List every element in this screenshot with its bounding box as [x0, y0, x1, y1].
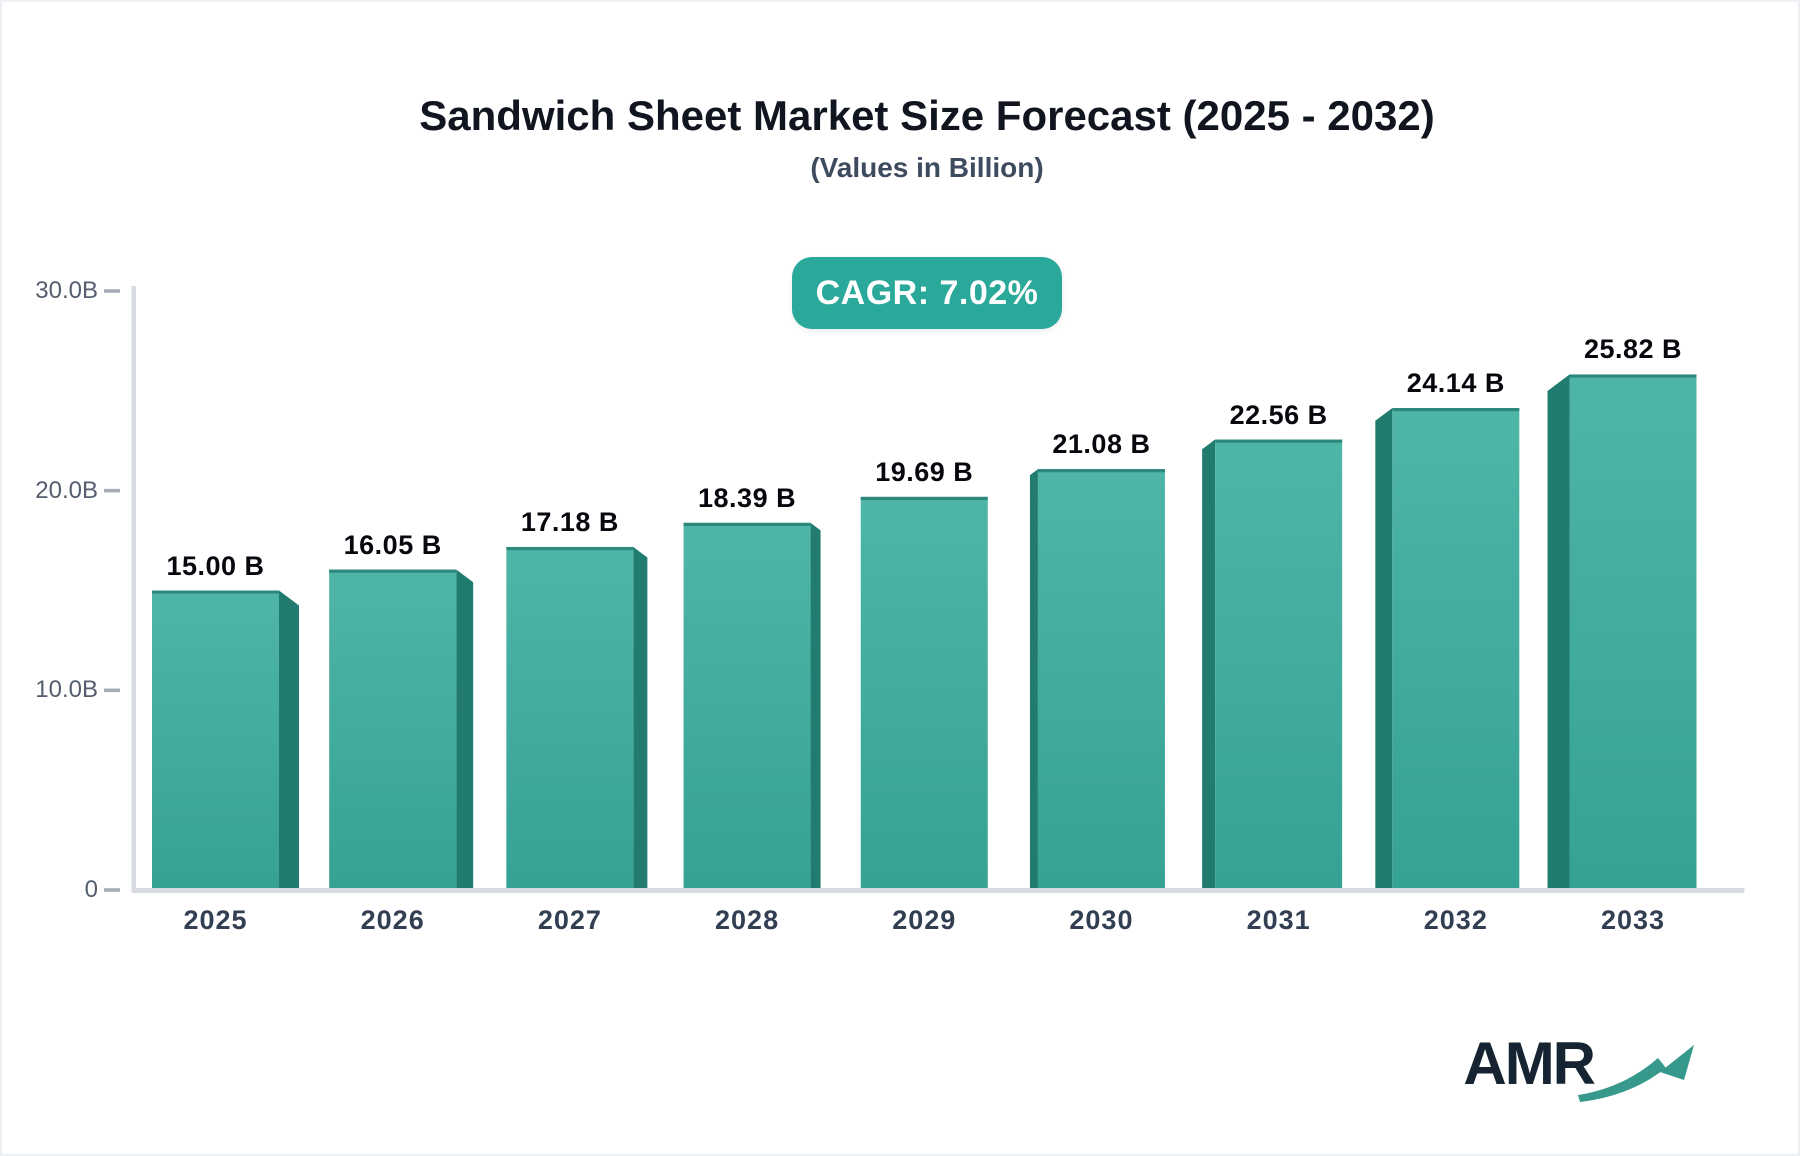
- bar-side-face: [456, 569, 474, 890]
- chart-subtitle: (Values in Billion): [810, 152, 1044, 183]
- bar-2033: [1569, 374, 1697, 890]
- growth-arrow-head: [1660, 1045, 1694, 1080]
- x-axis-label-2026: 2026: [360, 905, 425, 935]
- x-axis-label-2029: 2029: [892, 905, 957, 935]
- y-axis-label-0: 0: [84, 876, 98, 903]
- bar-2030: [1037, 469, 1165, 890]
- y-tick-dash: [104, 488, 120, 493]
- growth-arrow-swoosh: [1578, 1058, 1666, 1102]
- bar-value-label: 17.18 B: [520, 506, 619, 537]
- bar-2026: [329, 569, 457, 890]
- bar-2028: [683, 522, 811, 890]
- x-axis-label-2033: 2033: [1600, 905, 1666, 935]
- bar-top-edge: [506, 546, 634, 551]
- x-axis-line: [131, 888, 1745, 893]
- bar-2027: [506, 546, 634, 890]
- bar-value-label: 22.56 B: [1229, 399, 1328, 430]
- bar-2025: [152, 590, 279, 890]
- bar-2029: [860, 496, 988, 890]
- cagr-badge: CAGR: 7.02%: [792, 257, 1062, 329]
- bar-side-face: [633, 546, 648, 890]
- growth-arrow-icon: [1578, 1045, 1694, 1102]
- bar-top-edge: [683, 522, 811, 527]
- y-axis-line: [131, 286, 136, 893]
- bar-top-edge: [329, 569, 457, 573]
- amr-logo-text: AMR: [1463, 1030, 1596, 1097]
- x-axis-label-2025: 2025: [183, 905, 248, 935]
- bar-side-face: [810, 522, 821, 890]
- x-axis-label-2032: 2032: [1423, 905, 1488, 935]
- bar-top-edge: [1215, 439, 1343, 443]
- x-axis-label-2031: 2031: [1246, 905, 1311, 935]
- bar-side-face: [279, 590, 299, 890]
- bar-top-edge: [860, 496, 988, 501]
- y-axis-label-30.0B: 30.0B: [35, 277, 98, 304]
- y-axis-label-10.0B: 10.0B: [35, 676, 98, 704]
- chart-header: Sandwich Sheet Market Size Forecast (202…: [27, 92, 1798, 184]
- amr-logo: AMR: [1463, 1030, 1702, 1108]
- bar-top-edge: [1037, 469, 1165, 473]
- bar-value-label: 19.69 B: [875, 456, 974, 487]
- x-axis-label-2027: 2027: [537, 905, 602, 935]
- bar-value-label: 18.39 B: [698, 482, 797, 513]
- bar-value-label: 15.00 B: [166, 550, 265, 581]
- bar-top-edge: [1392, 408, 1520, 412]
- bar-side-face: [1375, 408, 1393, 890]
- bar-top-edge: [1569, 374, 1697, 378]
- bar-value-label: 21.08 B: [1052, 429, 1151, 460]
- bar-2032: [1392, 408, 1520, 890]
- y-axis-label-20.0B: 20.0B: [35, 476, 98, 504]
- cagr-badge-label: CAGR: 7.02%: [815, 273, 1039, 312]
- bar-top-edge: [152, 590, 279, 594]
- bar-value-label: 24.14 B: [1406, 368, 1505, 398]
- bar-value-label: 25.82 B: [1583, 334, 1683, 365]
- x-axis-label-2028: 2028: [715, 905, 780, 935]
- bar-side-face: [1029, 469, 1038, 890]
- bar-2031: [1215, 439, 1343, 890]
- bar-value-label: 16.05 B: [343, 529, 442, 560]
- y-tick-dash: [104, 888, 120, 892]
- y-tick-dash: [104, 688, 120, 693]
- x-axis-label-2030: 2030: [1069, 905, 1134, 935]
- y-tick-dash: [104, 289, 120, 293]
- chart-title: Sandwich Sheet Market Size Forecast (202…: [419, 92, 1435, 139]
- bar-side-face: [1202, 439, 1216, 890]
- bar-side-face: [1547, 374, 1570, 890]
